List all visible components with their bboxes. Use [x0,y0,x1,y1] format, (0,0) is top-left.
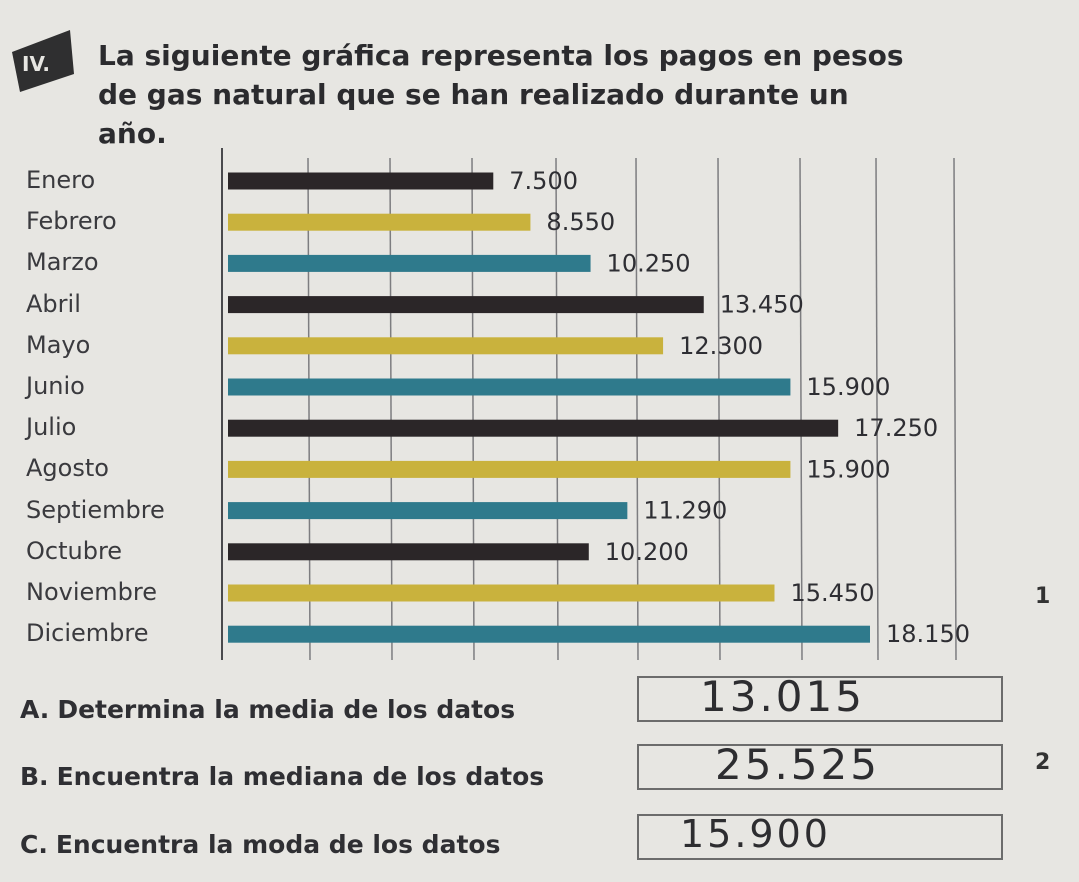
bar-enero [228,172,494,190]
category-label-marzo: Marzo [26,248,99,277]
question-b: B. Encuentra la mediana de los datos [20,762,544,791]
question-a: A. Determina la media de los datos [20,695,515,724]
value-label-diciembre: 18.150 [886,620,970,648]
answer-box-b[interactable] [637,744,1003,790]
value-label-marzo: 10.250 [607,249,691,277]
category-label-abril: Abril [26,289,81,318]
category-label-octubre: Octubre [26,536,123,565]
bar-octubre [228,543,589,561]
bar-septiembre [228,502,628,520]
gridline [389,157,393,661]
category-label-diciembre: Diciembre [26,619,149,648]
gridline [635,157,639,661]
gridline [471,157,475,661]
value-label-enero: 7.500 [509,167,578,195]
value-label-febrero: 8.550 [546,208,615,236]
gridline [799,157,803,661]
category-label-agosto: Agosto [26,454,109,483]
category-label-mayo: Mayo [26,330,91,359]
bar-agosto [228,460,791,478]
bar-noviembre [228,584,775,602]
bar-julio [228,419,839,437]
question-a-text: Determina la media de los datos [57,695,516,724]
margin-number-2: 2 [1035,750,1051,775]
category-label-enero: Enero [26,166,96,194]
section-marker: IV. [22,52,50,76]
question-b-letter: B. [20,762,49,791]
bar-junio [228,378,791,396]
gridline [953,157,957,661]
question-c-text: Encuentra la moda de los datos [55,830,501,859]
answer-box-a[interactable] [637,676,1003,722]
question-b-text: Encuentra la mediana de los datos [56,762,545,791]
bar-mayo [228,337,664,355]
category-label-julio: Julio [26,413,77,442]
question-c: C. Encuentra la moda de los datos [20,830,500,859]
gridline [555,157,559,661]
value-label-abril: 13.450 [720,291,804,319]
bar-marzo [228,254,591,272]
value-label-noviembre: 15.450 [790,579,874,607]
category-label-noviembre: Noviembre [26,578,157,606]
answer-c: 15.900 [680,812,831,856]
question-a-letter: A. [20,695,50,724]
answer-a: 13.015 [700,672,865,721]
category-label-febrero: Febrero [26,207,117,236]
answer-b: 25.525 [715,740,880,789]
gridline [875,157,879,661]
gridline [717,157,721,661]
section-marker-shape [12,30,74,92]
bar-febrero [228,213,531,231]
category-label-junio: Junio [26,372,85,400]
category-label-septiembre: Septiembre [26,495,165,524]
question-text: La siguiente gráfica representa los pago… [98,39,904,150]
gridline [307,157,311,661]
value-label-agosto: 15.900 [806,455,890,483]
value-label-julio: 17.250 [854,414,938,442]
value-label-mayo: 12.300 [679,332,763,360]
value-label-junio: 15.900 [806,373,890,401]
value-label-septiembre: 11.290 [643,497,727,525]
bar-diciembre [228,625,870,643]
answer-box-c[interactable] [637,814,1003,860]
bar-abril [228,296,704,314]
margin-number-1: 1 [1035,584,1051,609]
question-c-letter: C. [20,830,48,859]
value-label-octubre: 10.200 [605,538,689,566]
